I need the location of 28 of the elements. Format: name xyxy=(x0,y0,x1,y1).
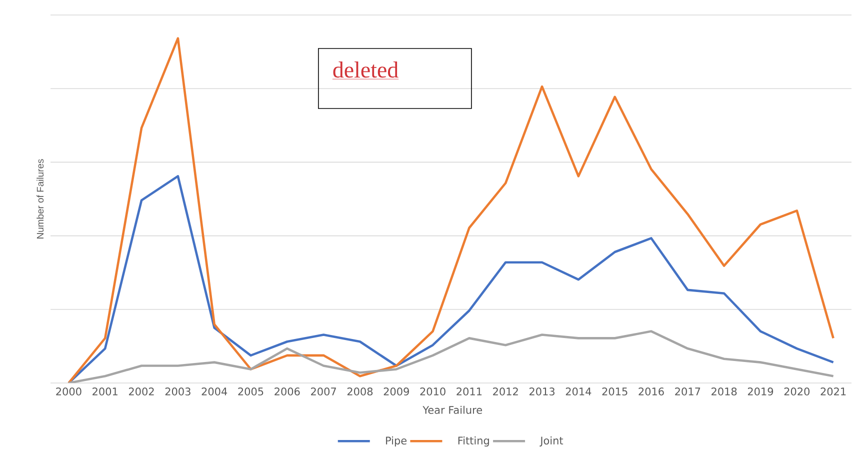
x-tick-label: 2020 xyxy=(784,388,810,396)
x-tick-label: 2010 xyxy=(420,388,446,396)
annotation: deleted xyxy=(333,62,398,78)
legend-label: Joint xyxy=(540,436,564,446)
x-tick-label: 2008 xyxy=(347,388,373,396)
legend-label: Fitting xyxy=(458,436,489,447)
x-tick-label: 2012 xyxy=(493,388,518,396)
y-axis-title: Number of Failures xyxy=(36,159,44,238)
x-tick-label: 2018 xyxy=(712,388,737,396)
x-tick-label: 2007 xyxy=(311,388,336,396)
x-tick-label: 2019 xyxy=(748,388,774,396)
x-tick-label: 2006 xyxy=(274,388,300,396)
x-tick-label: 2014 xyxy=(566,388,592,396)
x-tick-label: 2001 xyxy=(92,388,118,396)
x-axis-title: Year Failure xyxy=(422,406,482,414)
legend-label: Pipe xyxy=(386,436,407,447)
x-tick-label: 2021 xyxy=(820,388,846,396)
x-tick-label: 2017 xyxy=(675,388,700,396)
x-tick-label: 2003 xyxy=(165,388,190,396)
x-tick-label: 2009 xyxy=(384,388,409,396)
x-tick-label: 2002 xyxy=(128,388,154,396)
x-tick-label: 2013 xyxy=(529,388,554,396)
x-tick-label: 2016 xyxy=(638,388,664,396)
x-tick-label: 2005 xyxy=(238,388,264,396)
x-tick-label: 2004 xyxy=(202,388,228,396)
x-tick-label: 2011 xyxy=(456,388,482,396)
x-tick-label: 2015 xyxy=(602,388,628,396)
x-tick-label: 2000 xyxy=(56,388,82,396)
